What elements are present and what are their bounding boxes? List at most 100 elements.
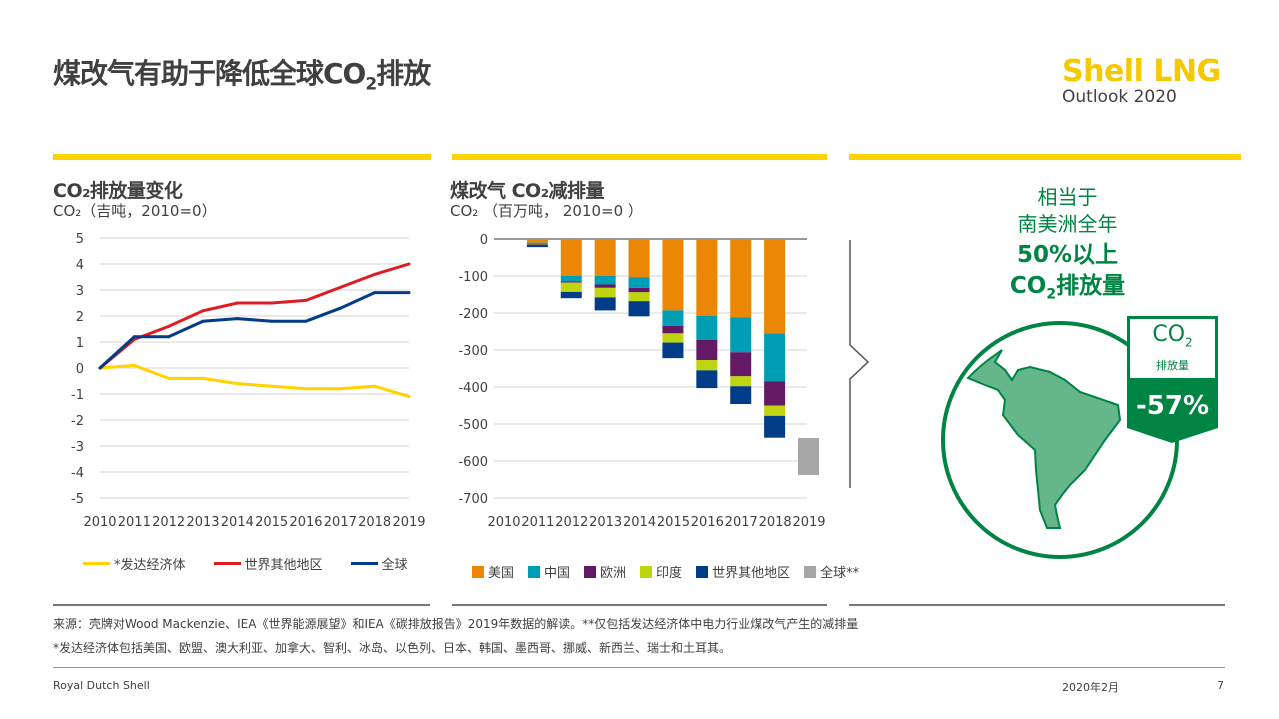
page-number: 7 [1217,679,1224,692]
footer-date: 2020年2月 [1062,681,1119,694]
co2-badge [1127,316,1218,443]
page-title: 煤改气有助于降低全球CO2排放 [53,52,431,95]
data-point [373,291,377,295]
data-point [201,319,205,323]
y-tick-label: 3 [76,284,84,299]
bar-segment-0 [594,239,616,276]
x-tick-label: 2016 [289,515,322,530]
legend-swatch [804,565,817,578]
bar-segment-2 [560,281,582,283]
badge-co2: CO2 [1130,322,1215,349]
data-point [167,335,171,339]
x-tick-label: 2015 [657,515,690,530]
legend-item-china: 中国 [528,562,570,581]
line-chart-legend: *发达经济体 世界其他地区 全球 [83,554,422,573]
legend-label: 欧洲 [600,566,627,581]
bar-segment-0 [764,239,786,334]
legend-item-india: 印度 [640,562,682,581]
legend-swatch [696,565,709,578]
bar-segment-1 [526,242,548,244]
data-point [270,301,274,305]
y-tick-label: -200 [458,307,488,322]
x-tick-label: 2011 [521,515,554,530]
data-point [338,387,342,391]
divider-gray-3 [849,604,1225,606]
x-tick-label: 2012 [555,515,588,530]
series-line-2 [98,291,409,370]
bar-segment-3 [764,405,786,416]
bar-segment-2 [662,325,684,334]
bar-segment-2 [764,381,786,406]
x-tick-label: 2010 [83,515,116,530]
bar-segment-0 [628,239,650,278]
panel-line-2: 南美洲全年 [1017,212,1118,236]
badge-label: 排放量 [1156,359,1189,372]
legend-label: 全球 [381,558,408,573]
bar-segment-2 [730,352,752,377]
bar-segment-2 [526,243,548,245]
data-point [338,285,342,289]
y-tick-label: -5 [71,492,84,507]
data-point [235,301,239,305]
x-tick-label: 2013 [589,515,622,530]
line-chart: 5 4 3 2 1 0 -1 -2 -3 -4 -5 2010 2011 2012 2013 2014 2015… [71,232,426,530]
footer-divider [53,667,1225,668]
footer-source: 来源：壳牌对Wood Mackenzie、IEA《世界能源展望》和IEA《碳排放… [53,617,859,631]
y-tick-label: -100 [458,270,488,285]
y-tick-label: 1 [76,336,84,351]
bar-segment-4 [594,297,616,311]
x-tick-label: 2011 [118,515,151,530]
bar-segment-4 [730,386,752,405]
legend-label: 美国 [488,566,515,581]
data-point [338,306,342,310]
legend-swatch [584,565,597,578]
bar-chart-title: 煤改气 CO₂减排量 [450,180,605,202]
x-tick-label: 2019 [392,515,425,530]
y-tick-label: -600 [458,455,488,470]
line-chart-subtitle: CO₂（吉吨，2010=0） [53,202,217,220]
data-point [304,319,308,323]
x-tick-label: 2014 [221,515,254,530]
y-tick-label: 4 [76,258,84,273]
bar-segment-2 [696,340,718,360]
y-tick-label: -400 [458,381,488,396]
legend-item-us: 美国 [472,562,514,581]
x-tick-label: 2018 [358,515,391,530]
bar-segment-4 [628,301,650,317]
legend-line-blue [350,562,378,565]
data-point [304,298,308,302]
bar-segment-4 [526,244,548,248]
legend-swatch [528,565,541,578]
bar-segment-1 [764,333,786,382]
legend-label: 世界其他地区 [244,558,323,573]
data-point [235,317,239,321]
data-point [304,387,308,391]
bar-segment-4 [696,370,718,389]
panel-line-1: 相当于 [1037,185,1098,209]
bracket-chevron-icon [849,240,870,488]
bar-segment-3 [696,359,718,371]
divider-yellow-2 [452,154,827,160]
bar-segment-1 [730,317,752,353]
legend-line-yellow [83,562,110,565]
data-point [270,319,274,323]
series-line-1 [99,262,410,370]
bar-segment-2 [628,287,650,293]
data-point [201,376,205,380]
bar-segment-0 [526,239,548,243]
bar-segment-1 [594,276,616,285]
bar-segment-1 [628,277,650,288]
y-tick-label: -4 [71,466,84,481]
bar-segment-3 [730,376,752,387]
title-text-end: 排放 [376,57,431,90]
panel-emissions: 排放量 [1056,273,1126,299]
x-tick-label: 2014 [623,515,656,530]
divider-yellow-1 [53,154,431,160]
badge-co: CO [1152,322,1186,347]
x-tick-label: 2015 [255,515,288,530]
x-tick-label: 2012 [152,515,185,530]
y-tick-label: -3 [71,440,84,455]
title-text: 煤改气有助于降低全球CO [53,57,366,90]
data-point [132,335,136,339]
